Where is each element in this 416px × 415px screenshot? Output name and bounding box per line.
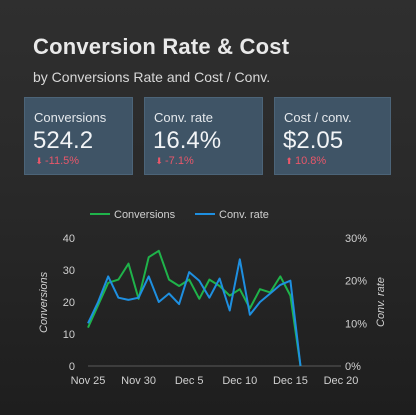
y-right-tick-label: 10% <box>345 318 367 330</box>
series-line-conversions[interactable] <box>87 249 302 367</box>
legend-label-conversions: Conversions <box>114 209 176 221</box>
x-axis: Nov 25 Nov 30 Dec 5 Dec 10 Dec 15 Dec 20 <box>71 375 359 387</box>
y-left-tick-label: 40 <box>63 233 75 245</box>
x-tick-label: Dec 10 <box>222 375 257 387</box>
y-right-tick-label: 20% <box>345 276 367 288</box>
x-tick-label: Dec 5 <box>175 375 204 387</box>
x-tick-label: Nov 30 <box>121 375 156 387</box>
arrow-down-icon: ⬇ <box>35 156 43 166</box>
arrow-down-icon: ⬇ <box>155 156 163 166</box>
scorecard-value: $2.05 <box>283 127 344 154</box>
line-chart[interactable]: Conversions Conv. rate 0 10 20 30 40 0% 10% 20… <box>0 195 416 410</box>
scorecard-conv-rate[interactable]: Conv. rate 16.4% ⬇ -7.1% <box>144 97 263 175</box>
y-left-tick-label: 20 <box>63 297 75 309</box>
page-subtitle: by Conversions Rate and Cost / Conv. <box>33 69 271 85</box>
page-title: Conversion Rate & Cost <box>33 34 290 59</box>
y-left-tick-label: 30 <box>63 265 75 277</box>
chart-series[interactable] <box>87 249 302 367</box>
y-axis-right: 0% 10% 20% 30% <box>345 233 367 373</box>
y-right-tick-label: 30% <box>345 233 367 245</box>
x-tick-label: Dec 20 <box>324 375 359 387</box>
series-line-conv-rate[interactable] <box>87 258 302 367</box>
delta-value: -7.1% <box>165 155 194 167</box>
delta-value: -11.5% <box>45 155 80 167</box>
delta-value: 10.8% <box>295 155 327 167</box>
chart-legend[interactable]: Conversions Conv. rate <box>90 209 269 221</box>
y-axis-right-title: Conv. rate <box>375 277 387 327</box>
scorecard-value: 524.2 <box>33 127 94 154</box>
y-left-tick-label: 0 <box>69 361 75 373</box>
x-tick-label: Nov 25 <box>71 375 106 387</box>
scorecard-cost-per-conv[interactable]: Cost / conv. $2.05 ⬆ 10.8% <box>274 97 391 175</box>
y-left-tick-label: 10 <box>63 329 75 341</box>
arrow-up-icon: ⬆ <box>285 156 293 166</box>
scorecard-delta: ⬇ -11.5% <box>35 155 79 167</box>
y-axis-left: 0 10 20 30 40 <box>63 233 75 373</box>
scorecard-label: Cost / conv. <box>284 110 352 125</box>
y-axis-left-title: Conversions <box>38 271 50 333</box>
legend-label-conv-rate: Conv. rate <box>219 209 269 221</box>
scorecard-label: Conversions <box>34 110 107 125</box>
scorecard-delta: ⬇ -7.1% <box>155 155 194 167</box>
x-tick-label: Dec 15 <box>273 375 308 387</box>
y-right-tick-label: 0% <box>345 361 361 373</box>
scorecard-value: 16.4% <box>153 127 222 154</box>
scorecard-label: Conv. rate <box>154 110 214 125</box>
scorecard-conversions[interactable]: Conversions 524.2 ⬇ -11.5% <box>24 97 133 175</box>
scorecard-delta: ⬆ 10.8% <box>285 155 326 167</box>
